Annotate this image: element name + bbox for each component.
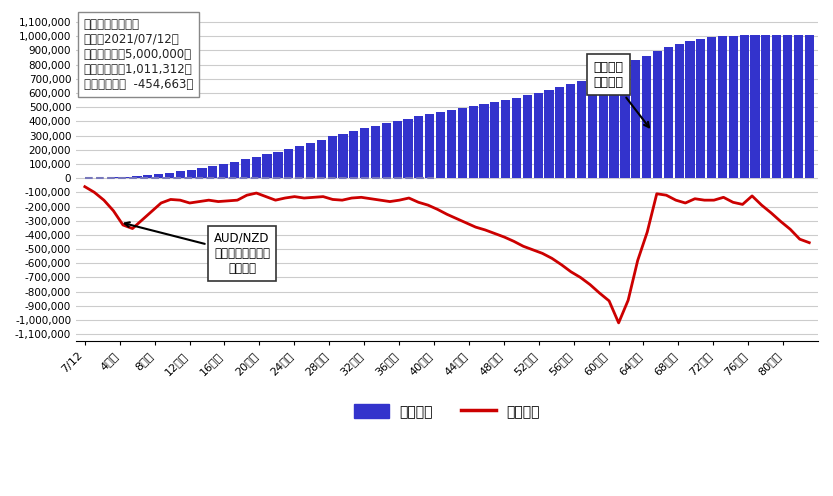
Bar — [252, 157, 261, 178]
Bar — [566, 84, 576, 178]
Bar — [414, 117, 423, 178]
Bar — [577, 81, 586, 178]
Bar — [610, 69, 619, 178]
Bar — [675, 44, 684, 178]
Bar — [512, 98, 521, 178]
Bar — [696, 39, 706, 178]
Bar — [187, 170, 196, 178]
Bar — [653, 52, 662, 178]
Bar — [317, 139, 326, 178]
Bar — [545, 90, 554, 178]
Bar — [642, 56, 651, 178]
Bar — [621, 65, 630, 178]
Bar — [588, 77, 597, 178]
Bar — [295, 146, 304, 178]
Bar — [457, 108, 466, 178]
Bar — [143, 175, 152, 178]
Bar — [664, 48, 673, 178]
Text: AUD/NZD
ダイヤモンド戦略
スタート: AUD/NZD ダイヤモンド戦略 スタート — [125, 222, 270, 275]
Bar — [306, 143, 315, 178]
Bar — [751, 35, 760, 178]
Bar — [686, 41, 695, 178]
Bar — [772, 35, 781, 178]
Bar — [783, 35, 792, 178]
Bar — [284, 149, 293, 178]
Bar — [392, 121, 402, 178]
Bar — [534, 93, 543, 178]
Bar — [371, 125, 380, 178]
Bar — [241, 159, 250, 178]
Bar — [230, 162, 239, 178]
Text: トラリピ運用実績
期間：2021/07/12～
世界戦略：　5,000,000円
確定利益：　1,011,312円
評価損益：　  -454,663円: トラリピ運用実績 期間：2021/07/12～ 世界戦略： 5,000,000円… — [83, 18, 193, 91]
Bar — [349, 131, 358, 178]
Bar — [338, 133, 347, 178]
Bar — [219, 164, 228, 178]
Bar — [436, 112, 445, 178]
Bar — [729, 36, 738, 178]
Legend: 確定利益, 評価損益: 確定利益, 評価損益 — [347, 397, 547, 426]
Bar — [154, 174, 163, 178]
Text: 世界戦略
スタート: 世界戦略 スタート — [594, 61, 649, 127]
Bar — [707, 37, 716, 178]
Bar — [479, 104, 488, 178]
Bar — [382, 123, 391, 178]
Bar — [327, 136, 337, 178]
Bar — [176, 171, 185, 178]
Bar — [360, 128, 369, 178]
Bar — [718, 36, 727, 178]
Bar — [599, 73, 608, 178]
Bar — [501, 100, 511, 178]
Bar — [425, 114, 434, 178]
Bar — [490, 102, 500, 178]
Bar — [805, 35, 814, 178]
Bar — [761, 35, 771, 178]
Bar — [556, 87, 565, 178]
Bar — [403, 119, 412, 178]
Bar — [740, 35, 749, 178]
Bar — [262, 154, 272, 178]
Bar — [132, 176, 142, 178]
Bar — [631, 60, 641, 178]
Bar — [523, 95, 532, 178]
Bar — [446, 110, 456, 178]
Bar — [468, 106, 477, 178]
Bar — [111, 177, 120, 178]
Bar — [273, 152, 282, 178]
Bar — [208, 166, 217, 178]
Bar — [794, 35, 803, 178]
Bar — [165, 173, 174, 178]
Bar — [122, 177, 131, 178]
Bar — [197, 168, 207, 178]
